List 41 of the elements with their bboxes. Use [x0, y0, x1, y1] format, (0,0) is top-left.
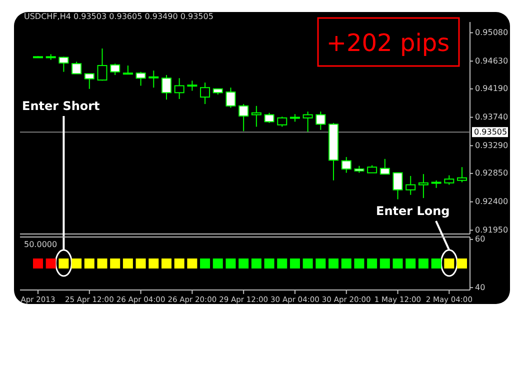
candlestick — [316, 111, 326, 130]
candlestick — [341, 156, 352, 174]
candlestick — [392, 172, 403, 200]
candlestick — [226, 87, 236, 108]
candlestick — [58, 56, 69, 72]
y-tick-label: 60 — [475, 234, 486, 244]
candlestick — [264, 112, 274, 124]
y-tick-label: 0.93290 — [475, 140, 508, 150]
y-tick-label: 0.92850 — [475, 168, 508, 178]
candlestick — [200, 82, 210, 105]
candlestick — [444, 174, 454, 186]
candlestick — [238, 104, 249, 132]
candlestick — [302, 111, 313, 132]
candlestick — [174, 78, 184, 100]
y-tick-label: 0.91950 — [475, 225, 508, 234]
chart-title: 50.0000 — [24, 240, 58, 249]
candlestick — [380, 158, 390, 175]
y-tick-label: 0.95080 — [475, 28, 508, 37]
candlestick — [418, 174, 428, 199]
y-tick-label: 0.92400 — [475, 197, 508, 206]
candlestick — [148, 70, 159, 88]
annotation: Enter Short — [22, 99, 100, 113]
annotation: Enter Long — [376, 204, 450, 218]
candlestick — [457, 166, 467, 183]
y-tick-label: 40 — [475, 282, 486, 292]
candlestick — [406, 175, 416, 196]
y-tick-label: 0.94630 — [475, 56, 508, 66]
candlestick — [161, 74, 172, 100]
candlestick — [187, 80, 198, 92]
candlestick — [277, 116, 288, 128]
candlestick — [84, 73, 94, 90]
y-tick-label: 0.93740 — [475, 112, 508, 122]
candlestick — [110, 63, 120, 76]
candlestick — [251, 105, 262, 128]
y-tick-label: 0.94190 — [475, 84, 508, 94]
candlestick — [72, 61, 82, 74]
chart-title: USDCHF,H4 0.93503 0.93605 0.93490 0.93505 — [24, 12, 214, 21]
annotation: +202 pips — [326, 29, 450, 57]
ref-line-label: 0.93505 — [474, 127, 508, 136]
candlestick — [97, 48, 108, 82]
candlestick — [136, 71, 146, 86]
